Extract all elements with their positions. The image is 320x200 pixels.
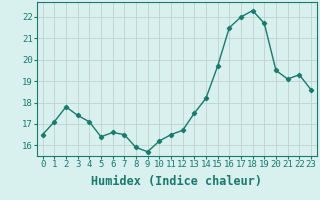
- X-axis label: Humidex (Indice chaleur): Humidex (Indice chaleur): [91, 175, 262, 188]
